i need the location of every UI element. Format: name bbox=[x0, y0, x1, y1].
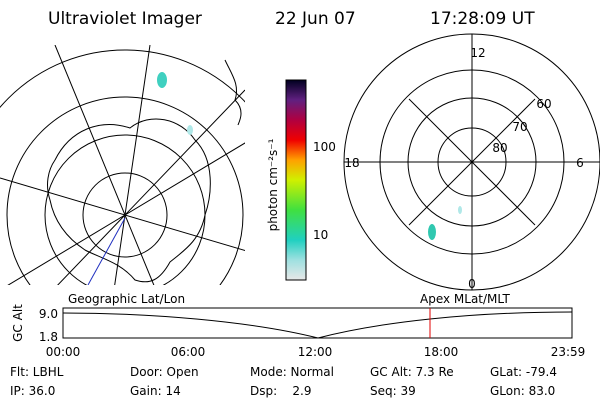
status-field: Flt: LBHL bbox=[10, 365, 64, 379]
x-tick: 18:00 bbox=[424, 345, 459, 359]
x-tick: 00:00 bbox=[46, 345, 81, 359]
date: 22 Jun 07 bbox=[275, 9, 356, 29]
y-label: GC Alt bbox=[11, 304, 25, 342]
y-tick: 9.0 bbox=[39, 307, 58, 321]
x-tick: 06:00 bbox=[171, 345, 206, 359]
timeline-left-title: Geographic Lat/Lon bbox=[68, 292, 185, 306]
status-field: Seq: 39 bbox=[370, 384, 416, 398]
x-tick: 12:00 bbox=[298, 345, 333, 359]
polar-label: 0 bbox=[468, 277, 476, 291]
polar-label: 80 bbox=[492, 141, 507, 155]
altitude-curve bbox=[62, 311, 573, 339]
polar-label: 60 bbox=[536, 97, 551, 111]
status-field: Dsp: 2.9 bbox=[250, 384, 312, 398]
colorbar-tick: 100 bbox=[313, 140, 336, 154]
y-tick: 1.8 bbox=[39, 330, 58, 344]
polar-label: 12 bbox=[470, 46, 485, 60]
time: 17:28:09 UT bbox=[430, 9, 535, 29]
status-field: Door: Open bbox=[130, 365, 199, 379]
x-tick: 23:59 bbox=[551, 345, 586, 359]
timeline-frame bbox=[62, 307, 573, 339]
title: Ultraviolet Imager bbox=[48, 9, 202, 29]
colorbar-label: photon cm⁻²s⁻¹ bbox=[266, 138, 280, 231]
timeline-right-title: Apex MLat/MLT bbox=[420, 292, 510, 306]
polar-label: 70 bbox=[512, 120, 527, 134]
polar-label: 6 bbox=[576, 156, 584, 170]
colorbar bbox=[285, 79, 307, 281]
status-field: GLat: -79.4 bbox=[490, 365, 557, 379]
status-field: GLon: 83.0 bbox=[490, 384, 555, 398]
status-field: IP: 36.0 bbox=[10, 384, 55, 398]
geographic-map bbox=[0, 45, 245, 285]
polar-label: 18 bbox=[344, 156, 359, 170]
status-field: Mode: Normal bbox=[250, 365, 334, 379]
status-field: GC Alt: 7.3 Re bbox=[370, 365, 454, 379]
colorbar-tick: 10 bbox=[313, 228, 328, 242]
status-field: Gain: 14 bbox=[130, 384, 181, 398]
polar-plot bbox=[343, 33, 600, 291]
